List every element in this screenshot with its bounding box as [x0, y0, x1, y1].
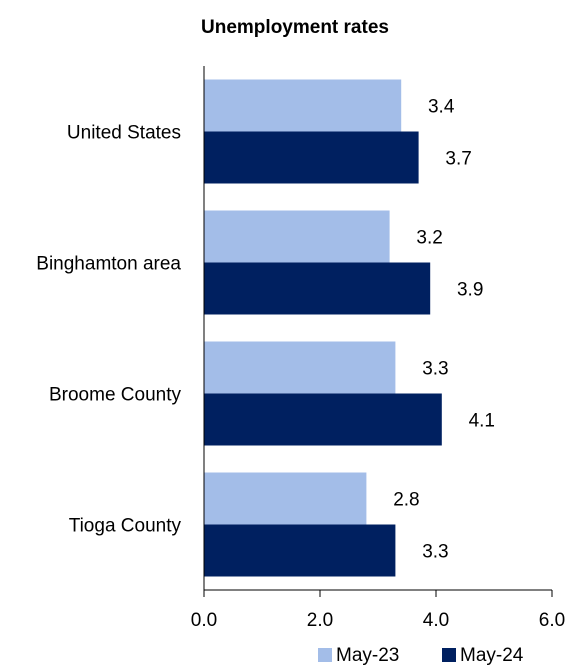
- bar-may-24-tioga-county: [204, 524, 396, 577]
- bar-may-23-united-states: [204, 79, 402, 132]
- legend-swatch-may-23: [318, 648, 332, 662]
- x-tick-label: 0.0: [191, 610, 217, 631]
- x-tick-label: 6.0: [539, 610, 565, 631]
- data-label: 3.3: [422, 542, 448, 563]
- data-label: 2.8: [393, 490, 419, 511]
- x-tick-label: 2.0: [307, 610, 333, 631]
- bar-may-23-broome-county: [204, 341, 396, 394]
- data-label: 4.1: [469, 411, 495, 432]
- bar-may-24-united-states: [204, 131, 419, 184]
- data-label: 3.9: [457, 280, 483, 301]
- chart-title: Unemployment rates: [201, 17, 389, 38]
- category-label: Binghamton area: [36, 254, 181, 275]
- legend: May-23 May-24: [318, 645, 524, 666]
- plot-area: 3.4 3.7 United States 3.2 3.9 Binghamton area…: [36, 66, 565, 631]
- data-label: 3.3: [422, 359, 448, 380]
- data-label: 3.2: [416, 228, 442, 249]
- legend-label-may-23: May-23: [336, 645, 399, 666]
- bar-may-24-broome-county: [204, 393, 442, 446]
- bar-may-23-tioga-county: [204, 472, 367, 525]
- category-label: Tioga County: [69, 516, 182, 537]
- category-label: Broome County: [49, 385, 182, 406]
- data-label: 3.7: [445, 149, 471, 170]
- data-label: 3.4: [428, 97, 455, 118]
- bar-may-23-binghamton-area: [204, 210, 390, 263]
- bar-may-24-binghamton-area: [204, 262, 431, 315]
- category-label: United States: [67, 123, 181, 144]
- legend-swatch-may-24: [442, 648, 456, 662]
- legend-label-may-24: May-24: [460, 645, 524, 666]
- x-tick-label: 4.0: [423, 610, 449, 631]
